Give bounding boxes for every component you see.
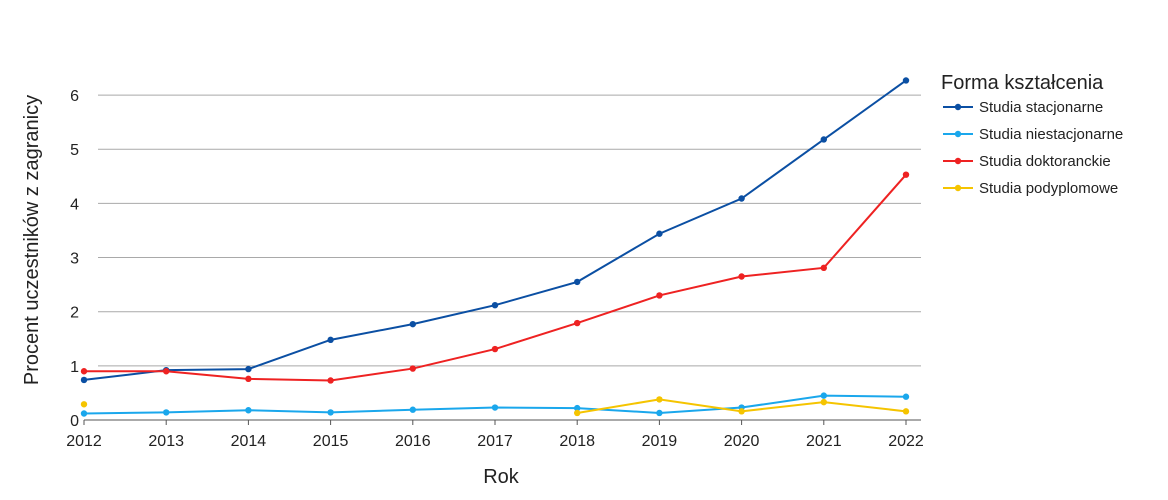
- data-point: [820, 392, 827, 399]
- data-point: [491, 345, 499, 353]
- data-point: [574, 278, 581, 286]
- x-tick-label: 2014: [231, 433, 267, 450]
- data-point: [902, 408, 910, 415]
- data-point: [574, 319, 581, 327]
- legend-item: Studia stacjonarne: [943, 99, 1103, 116]
- series: [80, 77, 910, 417]
- legend-item: Studia podyplomowe: [943, 180, 1118, 197]
- data-point: [656, 409, 663, 417]
- x-tick-label: 2019: [642, 433, 678, 450]
- data-point: [491, 301, 499, 309]
- x-tick-labels: 2012 2013 2014 2015 2016 2017 2018 2019 2020 2021…: [66, 433, 924, 450]
- data-point: [245, 407, 252, 414]
- data-point: [80, 410, 88, 417]
- x-axis-title: Rok: [483, 466, 520, 488]
- data-point: [902, 393, 910, 400]
- data-point: [574, 404, 581, 412]
- x-tick-label: 2018: [559, 433, 595, 450]
- legend-item: Studia doktoranckie: [943, 153, 1111, 170]
- data-point: [738, 408, 745, 415]
- x-tick-label: 2017: [477, 433, 513, 450]
- data-point: [327, 377, 334, 384]
- data-point: [491, 404, 499, 411]
- legend-label: Studia stacjonarne: [979, 99, 1103, 116]
- data-point: [409, 320, 416, 328]
- data-point: [409, 406, 416, 413]
- data-point: [656, 230, 663, 237]
- data-point: [245, 365, 252, 373]
- legend-marker: [954, 157, 962, 165]
- data-point: [656, 292, 663, 299]
- legend-label: Studia niestacjonarne: [979, 126, 1123, 143]
- data-point: [245, 375, 252, 383]
- series-group: [80, 392, 910, 417]
- data-point: [738, 195, 745, 202]
- y-tick-label: 2: [70, 305, 79, 322]
- legend-label: Studia podyplomowe: [979, 180, 1118, 197]
- legend-marker: [954, 130, 962, 138]
- legend-items: Studia stacjonarne Studia niestacjonarne S…: [943, 99, 1123, 197]
- data-point: [80, 376, 88, 384]
- legend-marker: [954, 184, 962, 192]
- series-line: [83, 79, 907, 381]
- data-point: [80, 401, 88, 408]
- data-point: [574, 409, 581, 417]
- x-tick-label: 2021: [806, 433, 842, 450]
- gridlines: [98, 94, 921, 367]
- legend-marker: [954, 103, 962, 111]
- x-tick-label: 2015: [313, 433, 349, 450]
- y-tick-labels: 0 1 2 3 4 5 6: [70, 88, 79, 430]
- legend-label: Studia doktoranckie: [979, 153, 1111, 170]
- data-point: [409, 365, 416, 372]
- data-point: [327, 336, 334, 344]
- y-tick-label: 1: [70, 359, 79, 376]
- y-tick-label: 6: [70, 88, 79, 105]
- data-point: [902, 77, 910, 84]
- x-tick-label: 2020: [724, 433, 760, 450]
- legend: Forma kształcenia Studia stacjonarneStud…: [941, 72, 1123, 197]
- data-point: [80, 368, 88, 375]
- series-group: [80, 171, 910, 384]
- axes: [83, 419, 921, 425]
- y-tick-label: 4: [70, 196, 79, 213]
- data-point: [902, 171, 910, 178]
- data-point: [163, 409, 170, 416]
- x-tick-label: 2022: [888, 433, 924, 450]
- series-group: [80, 77, 910, 384]
- x-tick-label: 2013: [148, 433, 184, 450]
- data-point: [738, 273, 745, 280]
- x-tick-label: 2012: [66, 433, 102, 450]
- y-tick-label: 3: [70, 251, 79, 268]
- data-point: [820, 264, 827, 272]
- legend-item: Studia niestacjonarne: [943, 126, 1123, 143]
- data-point: [327, 409, 334, 416]
- series-group: [80, 396, 910, 417]
- data-point: [820, 136, 827, 143]
- legend-title: Forma kształcenia: [941, 72, 1104, 94]
- y-tick-label: 5: [70, 142, 79, 159]
- y-tick-label: 0: [70, 413, 79, 430]
- data-point: [163, 368, 170, 375]
- y-axis-title: Procent uczestników z zagranicy: [21, 95, 43, 385]
- x-tick-label: 2016: [395, 433, 431, 450]
- data-point: [656, 396, 663, 403]
- data-point: [820, 398, 827, 406]
